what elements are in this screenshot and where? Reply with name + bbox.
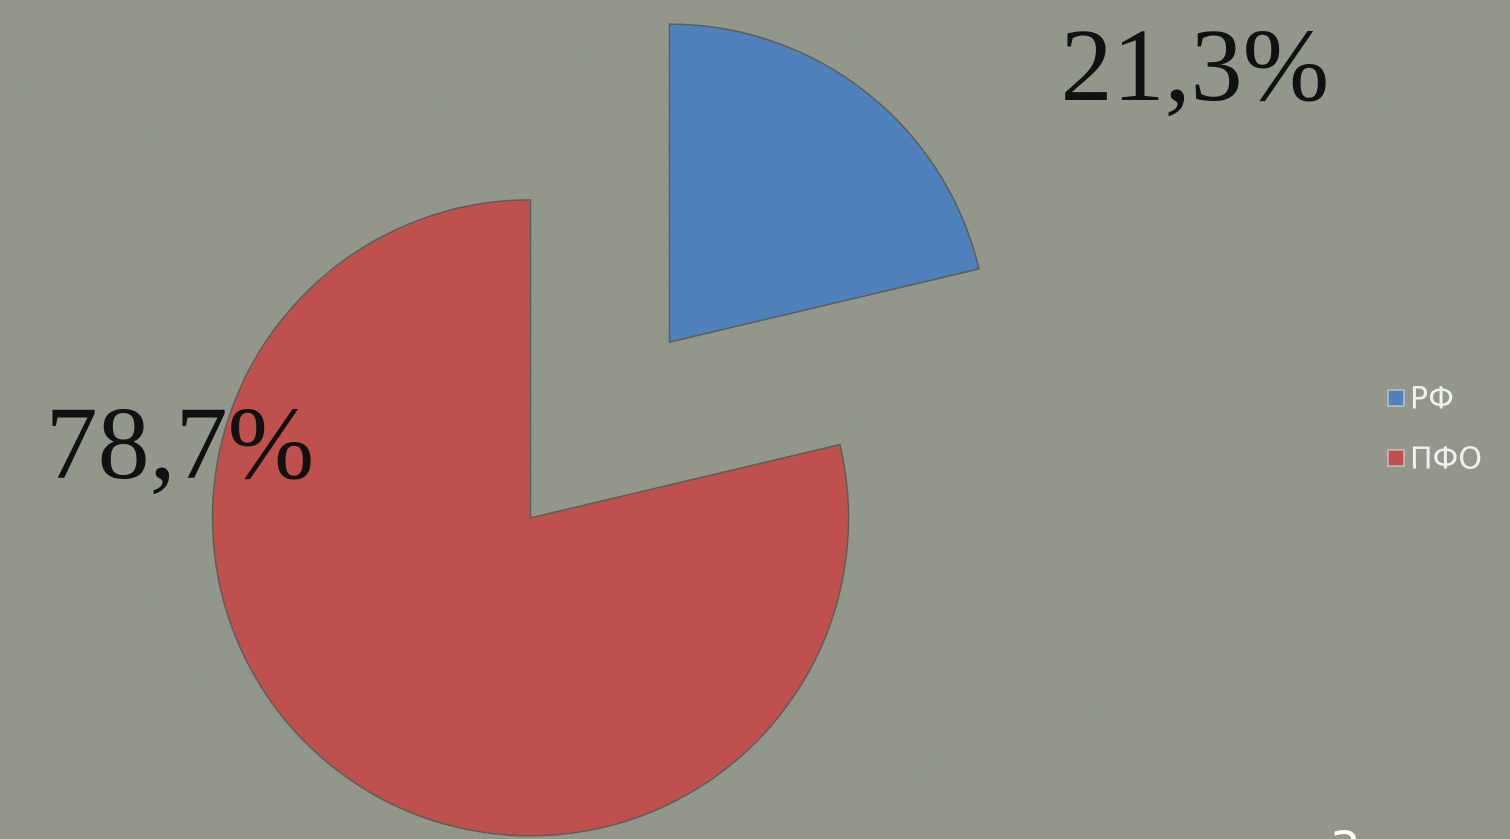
data-label: 21,3%	[1061, 8, 1330, 123]
legend-label: ПФО	[1410, 442, 1482, 477]
data-label: 78,7%	[46, 386, 315, 501]
pie	[211, 23, 980, 837]
legend-swatch	[1387, 449, 1405, 467]
pie-slice	[211, 199, 850, 837]
slide-number: 3	[1330, 822, 1361, 839]
pie-slice	[668, 23, 980, 344]
legend-swatch	[1387, 389, 1405, 407]
legend-label: РФ	[1410, 382, 1454, 417]
